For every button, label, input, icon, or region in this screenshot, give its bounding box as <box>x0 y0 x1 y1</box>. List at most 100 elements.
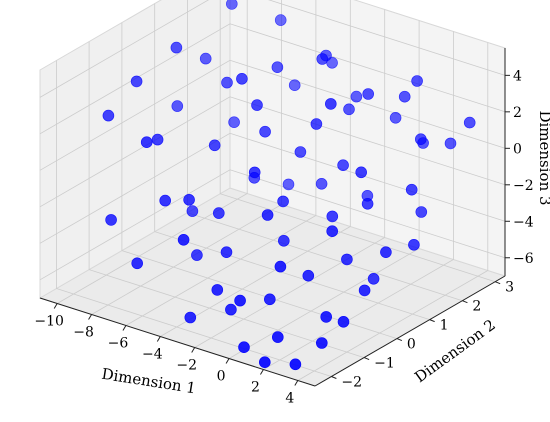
z-gridline <box>39 96 506 208</box>
data-point <box>315 178 328 190</box>
x-tick-label: −8 <box>73 325 94 341</box>
y-gridline <box>219 0 496 283</box>
data-point <box>220 246 233 258</box>
data-point <box>130 75 143 88</box>
x-gridline <box>125 0 317 326</box>
data-point <box>263 293 276 306</box>
z-tick-label: 0 <box>513 141 522 157</box>
data-point <box>315 337 328 349</box>
data-point <box>236 73 248 85</box>
data-point <box>228 116 240 128</box>
x-tick-label: 4 <box>285 391 294 407</box>
x-tick-label: −10 <box>34 314 64 330</box>
data-point <box>361 198 374 210</box>
data-point <box>234 294 246 307</box>
y-tick-mark <box>363 357 370 361</box>
x-tick-label: −6 <box>108 336 129 352</box>
data-point <box>226 0 238 10</box>
data-point <box>415 206 428 218</box>
data-point <box>258 356 271 369</box>
data-point <box>238 341 250 354</box>
data-point <box>289 358 302 371</box>
data-point <box>411 75 423 87</box>
data-point <box>367 272 380 285</box>
z-axis-label: Dimension 3 <box>536 110 550 205</box>
data-point <box>131 257 143 270</box>
data-point <box>159 194 171 207</box>
data-point <box>326 225 339 237</box>
x-gridline <box>263 31 454 370</box>
data-point <box>310 118 323 130</box>
z-tick-label: −4 <box>513 214 534 230</box>
data-point <box>184 311 197 324</box>
x-tick-mark <box>122 325 127 331</box>
data-point <box>405 183 418 196</box>
data-point <box>271 331 284 343</box>
x-gridline <box>228 20 420 359</box>
x-gridline <box>194 9 386 348</box>
y-tick-label: −2 <box>341 375 362 391</box>
data-point <box>277 235 290 247</box>
data-point <box>183 194 195 206</box>
data-point <box>282 178 295 191</box>
y-tick-label: −1 <box>374 356 395 372</box>
data-point <box>277 195 289 208</box>
data-point <box>251 99 263 111</box>
y-tick-label: 3 <box>505 280 514 296</box>
y-tick-mark <box>429 319 435 323</box>
data-point <box>261 209 274 221</box>
z-gridline <box>39 0 506 98</box>
z-gridline <box>39 59 506 171</box>
data-point <box>102 109 115 122</box>
axes-edges <box>39 48 510 387</box>
y-axis-line <box>314 275 506 387</box>
data-point <box>343 103 355 116</box>
y-tick-label: 2 <box>472 299 481 315</box>
data-point <box>105 214 117 226</box>
x-gridline <box>297 42 489 381</box>
x-tick-mark <box>88 314 92 320</box>
y-gridline <box>88 41 365 358</box>
y-gridline <box>154 3 430 320</box>
x-tick-mark <box>294 380 299 386</box>
x-tick-mark <box>156 336 161 342</box>
z-tick-label: 4 <box>513 68 522 84</box>
data-point <box>171 100 184 112</box>
data-point <box>140 136 153 148</box>
x-gridline <box>160 0 351 337</box>
data-point <box>380 246 392 258</box>
data-point <box>355 166 368 179</box>
y-axis-label: Dimension 2 <box>411 316 499 386</box>
y-tick-mark <box>462 300 468 304</box>
data-point <box>398 90 411 103</box>
data-point <box>294 146 307 158</box>
data-points <box>102 0 476 371</box>
data-point <box>320 311 333 323</box>
x-tick-mark <box>225 358 230 364</box>
data-point <box>444 137 457 150</box>
data-point <box>177 234 190 246</box>
data-point <box>225 303 237 316</box>
data-point <box>463 116 476 129</box>
y-tick-label: 1 <box>440 318 449 334</box>
data-point <box>350 90 363 103</box>
data-point <box>170 41 183 54</box>
x-tick-label: −2 <box>176 358 197 374</box>
y-tick-mark <box>494 281 501 285</box>
x-gridline <box>56 0 248 304</box>
y-tick-mark <box>331 376 337 379</box>
data-point <box>288 79 301 91</box>
data-point <box>414 133 427 145</box>
axes-panes <box>38 0 507 387</box>
data-point <box>211 284 224 296</box>
x-tick-mark <box>191 347 196 353</box>
y-tick-mark <box>396 338 403 342</box>
y-tick-label: 0 <box>407 337 416 353</box>
data-point <box>199 52 212 65</box>
left-pane <box>39 0 231 299</box>
data-point <box>259 125 271 138</box>
data-point <box>186 205 199 217</box>
data-point <box>341 253 353 266</box>
data-point <box>302 269 315 282</box>
